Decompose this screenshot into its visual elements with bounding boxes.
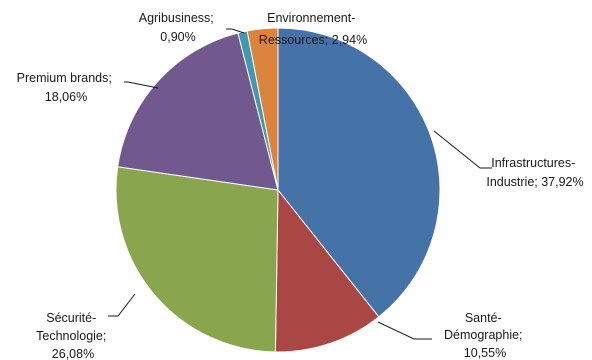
label-premium-line1: Premium brands; <box>17 71 112 85</box>
label-environnement: Environnement- Ressources; 2,94% <box>259 11 367 47</box>
label-infrastructures: Infrastructures- Industrie; 37,92% <box>486 156 583 189</box>
leader-line-securite <box>108 293 136 317</box>
label-infrastructures-line2: Industrie; 37,92% <box>486 175 583 189</box>
label-agribusiness: Agribusiness; 0,90% <box>139 11 218 44</box>
pie-slices <box>115 27 441 353</box>
label-premium-line2: 18,06% <box>45 90 87 104</box>
label-securite-line2: Technologie; <box>36 329 106 343</box>
pie-slice-sante <box>274 188 380 353</box>
label-securite-line1: Sécurité- <box>46 311 96 325</box>
pie-slice-infrastructures <box>277 27 441 318</box>
label-sante-line1: Santé- <box>465 311 502 325</box>
label-sante-line3: 10,55% <box>464 346 506 360</box>
label-infrastructures-line1: Infrastructures- <box>491 156 575 170</box>
label-securite-line3: 26,08% <box>52 347 94 360</box>
leader-line-sante <box>377 321 432 340</box>
leader-line-premium <box>124 81 159 89</box>
pie-slice-securite <box>115 166 279 353</box>
label-securite: Sécurité- Technologie; 26,08% <box>36 311 110 360</box>
label-agribusiness-line1: Agribusiness; <box>139 11 214 25</box>
pie-slice-environnement <box>246 27 279 191</box>
label-sante: Santé- Démographie; 10,55% <box>444 311 526 360</box>
pie-slice-premium <box>117 32 279 191</box>
leader-lines <box>108 28 492 340</box>
label-agribusiness-line2: 0,90% <box>160 30 195 44</box>
label-sante-line2: Démographie; <box>444 328 523 342</box>
label-premium: Premium brands; 18,06% <box>17 71 116 104</box>
label-environnement-line2: Ressources; 2,94% <box>259 33 367 47</box>
label-environnement-line1: Environnement- <box>267 11 355 25</box>
leader-line-infrastructures <box>433 130 492 169</box>
leader-line-agribusiness <box>226 28 245 34</box>
